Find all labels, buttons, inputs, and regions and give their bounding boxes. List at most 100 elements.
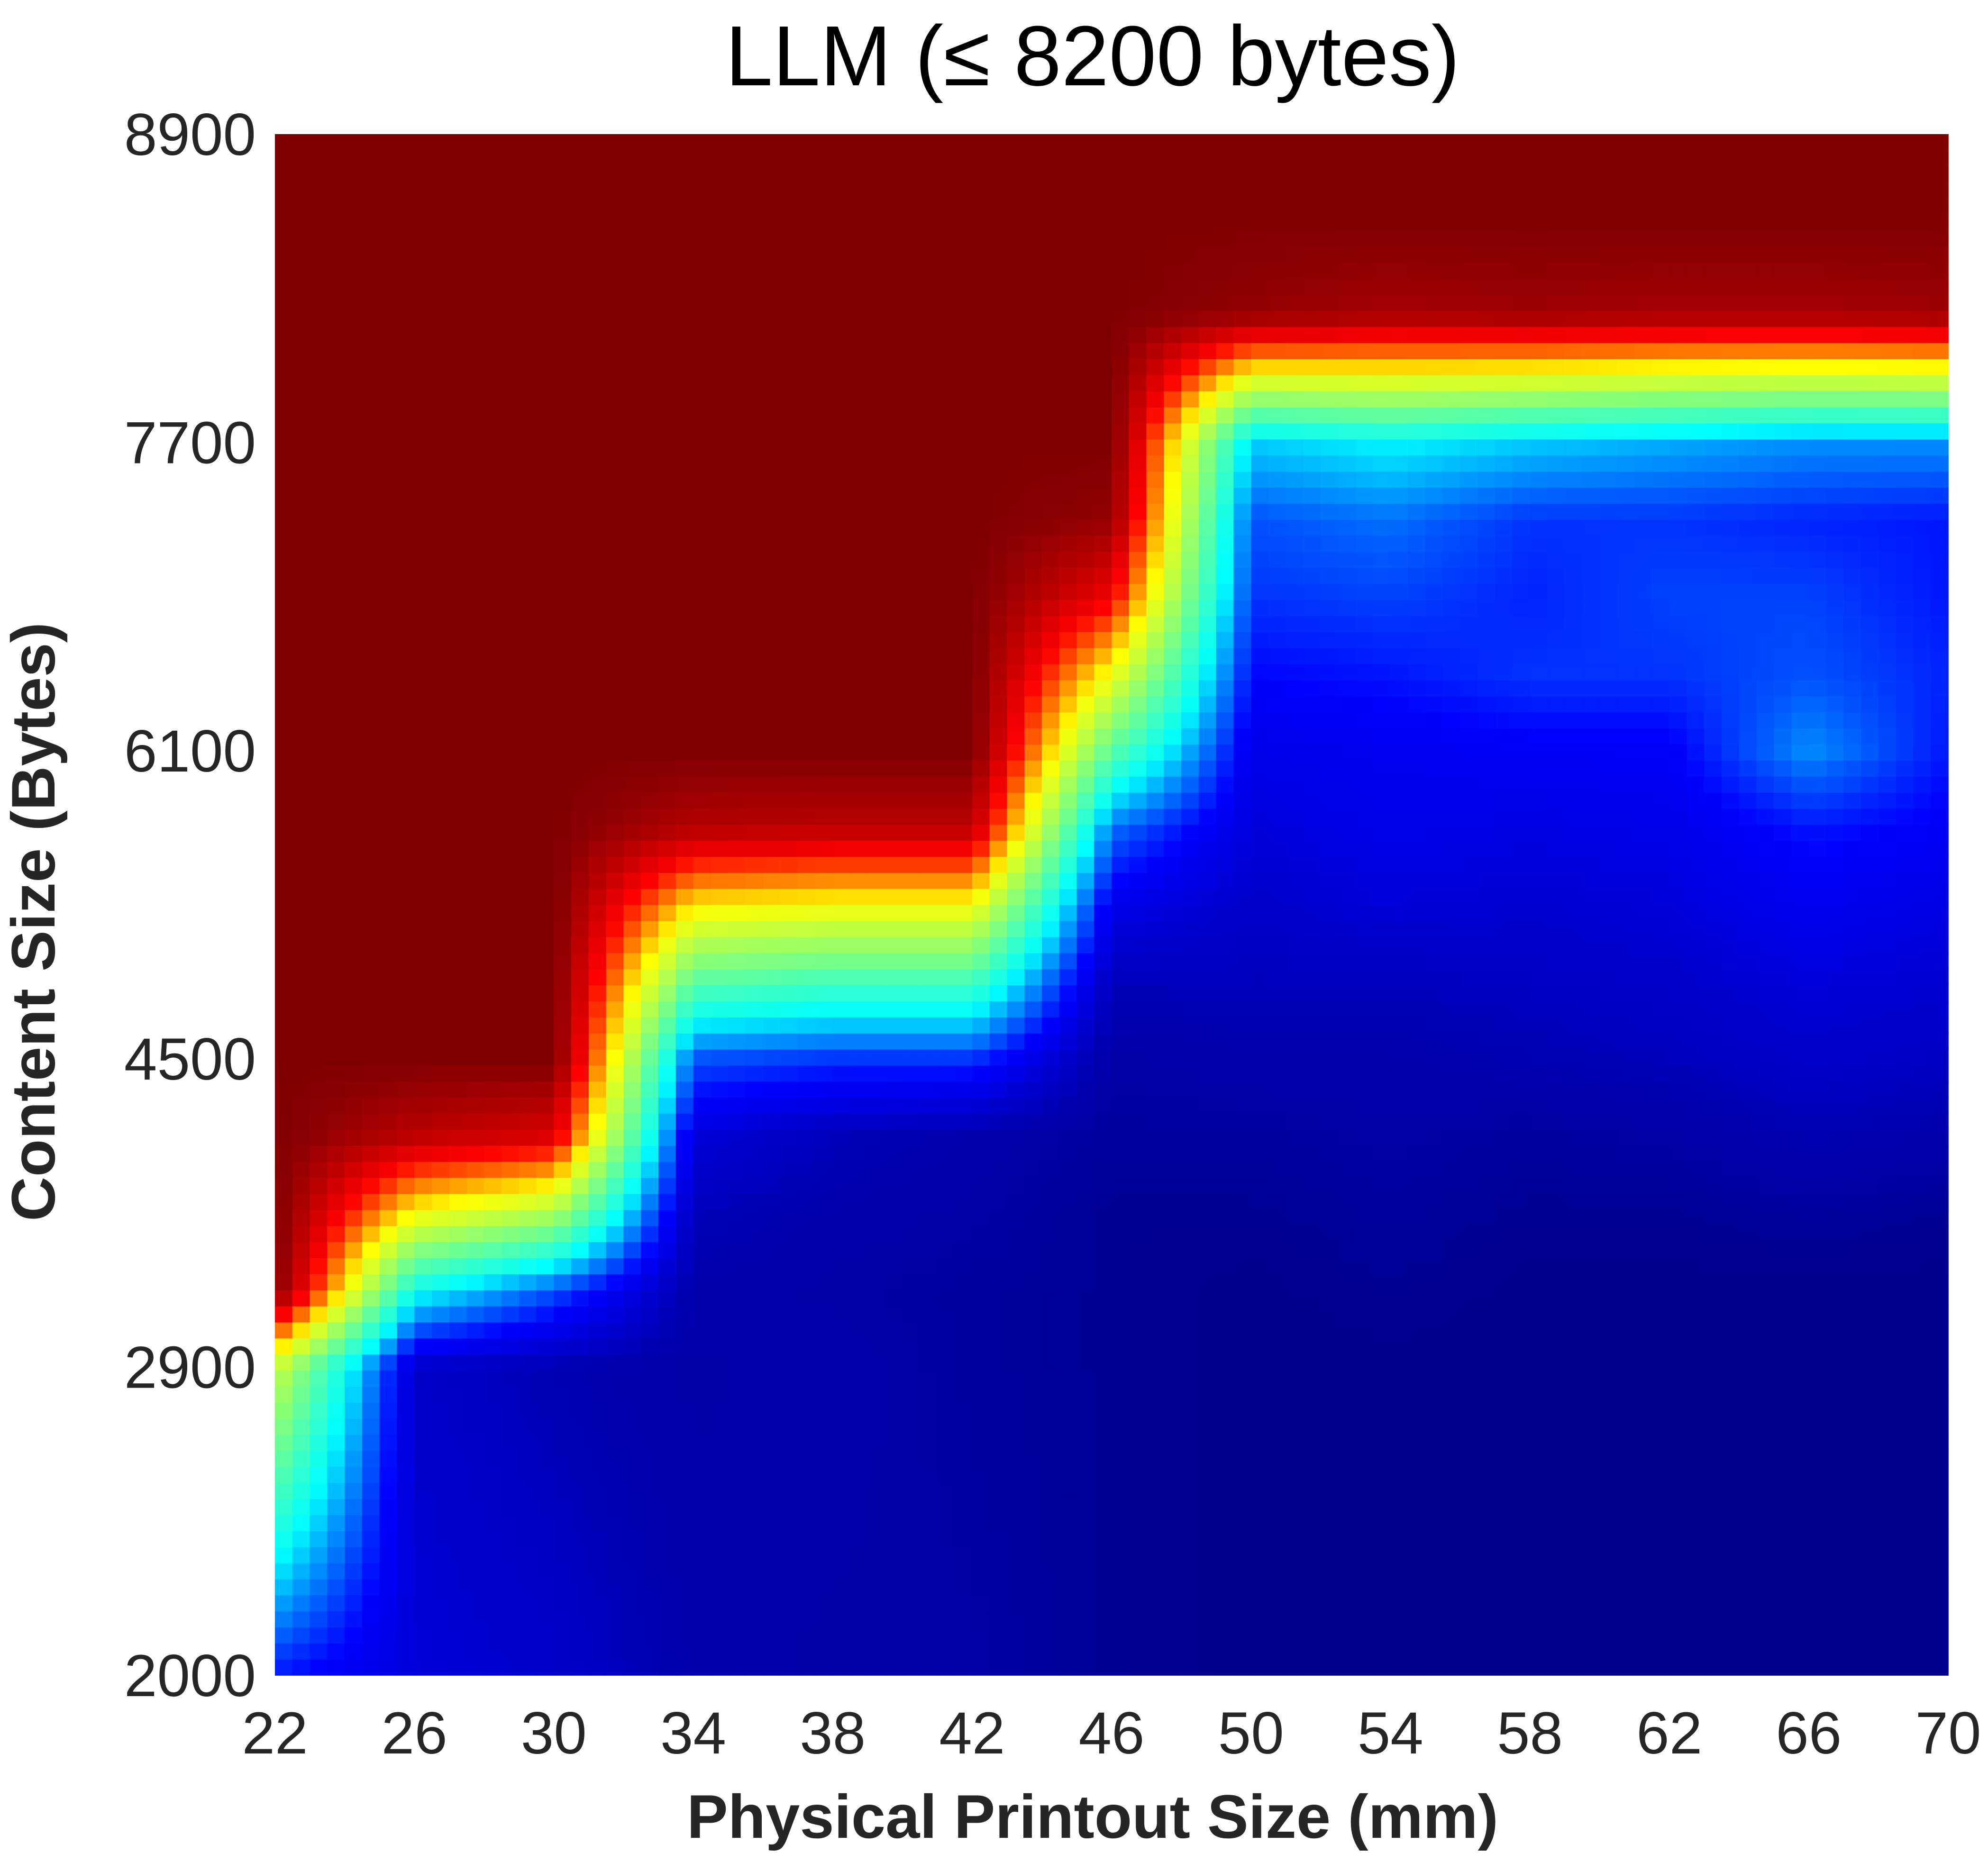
- heatmap-cell: [955, 1065, 973, 1082]
- heatmap-cell: [1617, 1097, 1635, 1114]
- heatmap-cell: [1756, 1065, 1775, 1082]
- heatmap-cell: [763, 1290, 781, 1307]
- heatmap-cell: [798, 1017, 816, 1034]
- heatmap-cell: [1094, 920, 1112, 937]
- heatmap-cell: [519, 1049, 537, 1066]
- heatmap-cell: [1164, 1322, 1182, 1339]
- heatmap-cell: [1651, 1595, 1670, 1612]
- heatmap-cell: [728, 872, 746, 889]
- heatmap-cell: [1303, 1370, 1322, 1387]
- heatmap-cell: [832, 1113, 851, 1130]
- heatmap-cell: [536, 936, 555, 954]
- heatmap-cell: [1774, 905, 1792, 921]
- heatmap-cell: [1007, 1306, 1025, 1323]
- heatmap-cell: [1321, 1482, 1339, 1499]
- heatmap-cell: [1112, 1531, 1130, 1547]
- heatmap-cell: [1721, 872, 1740, 889]
- heatmap-cell: [536, 1595, 555, 1612]
- heatmap-cell: [1338, 905, 1356, 921]
- heatmap-cell: [1565, 872, 1583, 889]
- heatmap-cell: [1721, 1643, 1740, 1660]
- heatmap-cell: [397, 1322, 415, 1339]
- heatmap-cell: [675, 856, 694, 873]
- heatmap-cell: [362, 1466, 380, 1483]
- heatmap-cell: [1338, 1466, 1356, 1483]
- heatmap-cell: [658, 1547, 676, 1563]
- heatmap-cell: [362, 1611, 380, 1628]
- heatmap-cell: [658, 1129, 676, 1146]
- heatmap-cell: [449, 1113, 467, 1130]
- heatmap-cell: [623, 985, 641, 1002]
- heatmap-cell: [1129, 1290, 1147, 1307]
- heatmap-cell: [1931, 1097, 1949, 1114]
- heatmap-cell: [815, 889, 833, 905]
- heatmap-cell: [536, 840, 555, 857]
- heatmap-cell: [1913, 1306, 1932, 1323]
- heatmap-cell: [1565, 1402, 1583, 1419]
- heatmap-cell: [989, 1611, 1008, 1628]
- heatmap-cell: [362, 1499, 380, 1516]
- heatmap-cell: [1791, 1113, 1809, 1130]
- heatmap-cell: [1041, 1001, 1060, 1017]
- heatmap-cell: [989, 1418, 1008, 1435]
- heatmap-cell: [972, 1017, 990, 1034]
- heatmap-cell: [1582, 1322, 1600, 1339]
- heatmap-cell: [1582, 856, 1600, 873]
- heatmap-cell: [1338, 1338, 1356, 1355]
- heatmap-cell: [275, 1659, 293, 1676]
- heatmap-cell: [1721, 1209, 1740, 1226]
- heatmap-cell: [641, 1129, 659, 1146]
- heatmap-cell: [1843, 1193, 1861, 1210]
- heatmap-cell: [1024, 1450, 1042, 1467]
- heatmap-cell: [798, 1033, 816, 1050]
- heatmap-cell: [1599, 1354, 1618, 1371]
- heatmap-cell: [641, 953, 659, 970]
- heatmap-cell: [1739, 1258, 1757, 1274]
- heatmap-cell: [1565, 1322, 1583, 1339]
- heatmap-cell: [1303, 1290, 1322, 1307]
- heatmap-cell: [1530, 1354, 1548, 1371]
- heatmap-cell: [1216, 1001, 1234, 1017]
- heatmap-cell: [1547, 1418, 1565, 1435]
- heatmap-cell: [972, 1049, 990, 1066]
- heatmap-cell: [1599, 985, 1618, 1002]
- heatmap-cell: [1931, 1354, 1949, 1371]
- heatmap-cell: [1268, 1386, 1286, 1403]
- heatmap-cell: [1286, 1418, 1304, 1435]
- heatmap-cell: [780, 1531, 798, 1547]
- heatmap-cell: [658, 905, 676, 921]
- heatmap-cell: [1146, 1659, 1165, 1676]
- heatmap-cell: [1547, 1129, 1565, 1146]
- heatmap-cell: [275, 1386, 293, 1403]
- heatmap-cell: [1024, 1547, 1042, 1563]
- heatmap-cell: [1076, 1177, 1095, 1194]
- heatmap-cell: [711, 1322, 729, 1339]
- heatmap-cell: [1808, 856, 1827, 873]
- heatmap-cell: [1338, 1242, 1356, 1259]
- heatmap-cell: [327, 1499, 345, 1516]
- heatmap-cell: [1774, 1627, 1792, 1644]
- heatmap-cell: [536, 1097, 555, 1114]
- heatmap-cell: [815, 1097, 833, 1114]
- heatmap-cell: [675, 920, 694, 937]
- heatmap-cell: [554, 1017, 572, 1034]
- heatmap-cell: [832, 1627, 851, 1644]
- heatmap-cell: [850, 1579, 868, 1596]
- heatmap-cell: [1251, 840, 1269, 857]
- heatmap-cell: [1774, 969, 1792, 986]
- heatmap-cell: [937, 1370, 955, 1387]
- heatmap-cell: [1112, 840, 1130, 857]
- heatmap-cell: [1477, 1274, 1496, 1290]
- heatmap-cell: [728, 1017, 746, 1034]
- heatmap-cell: [1547, 1065, 1565, 1082]
- heatmap-cell: [832, 1226, 851, 1243]
- heatmap-cell: [1041, 1386, 1060, 1403]
- heatmap-cell: [745, 1274, 764, 1290]
- heatmap-cell: [955, 1306, 973, 1323]
- heatmap-cell: [1512, 1162, 1531, 1178]
- heatmap-cell: [832, 1659, 851, 1676]
- heatmap-cell: [1774, 1193, 1792, 1210]
- heatmap-cell: [920, 1370, 938, 1387]
- heatmap-cell: [955, 1113, 973, 1130]
- heatmap-cell: [1059, 1531, 1077, 1547]
